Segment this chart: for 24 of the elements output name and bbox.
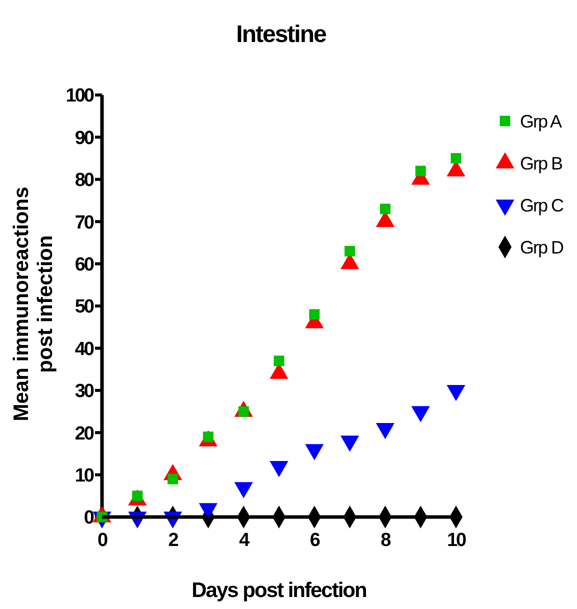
y-tick-label: 80 [74,170,94,192]
y-tick-label: 60 [74,254,94,276]
x-tick-label: 4 [239,530,250,551]
legend-label: Grp A [520,111,562,132]
y-tick-label: 100 [66,86,94,107]
x-tick-label: 2 [168,530,178,551]
y-tick-label: 70 [74,212,94,234]
legend-label: Grp B [520,153,564,174]
legend-label: Grp C [520,195,564,216]
legend-label: Grp D [520,237,564,258]
y-tick-label: 0 [84,508,94,529]
x-tick-label: 0 [97,530,108,551]
y-axis-title: Mean immunoreactions post infection [10,186,57,422]
chart-title: Intestine [236,21,326,48]
x-tick-label: 6 [310,530,320,551]
y-tick-label: 50 [74,296,94,318]
x-tick-label: 10 [446,530,466,551]
y-tick-label: 30 [74,381,94,402]
y-tick-label: 10 [74,465,94,486]
y-tick-label: 20 [74,423,94,444]
y-tick-label: 40 [74,338,94,360]
x-axis-title: Days post infection [192,579,367,602]
x-tick-label: 8 [380,530,391,551]
y-tick-label: 90 [74,128,94,149]
